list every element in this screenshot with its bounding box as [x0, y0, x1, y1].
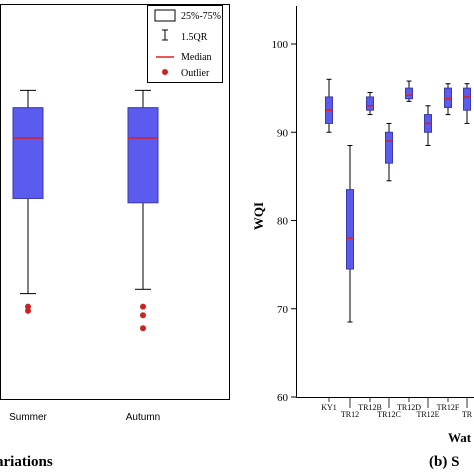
y-tick-label-0: 60 [277, 392, 289, 404]
y-axis-label: WQI [251, 202, 266, 230]
box-right-1 [346, 189, 354, 270]
y-tick-label-2: 80 [277, 216, 289, 228]
box-right-6 [444, 87, 452, 109]
box-right-7 [463, 87, 471, 111]
outlier-left-1-1 [140, 312, 146, 319]
legend-whisker-label: 1.5QR [181, 32, 208, 43]
right-axes [296, 6, 474, 398]
x-tick-label-right-1: TR12 [341, 410, 359, 419]
box-left-0 [12, 107, 44, 199]
left-panel-caption: ariations [0, 454, 53, 470]
y-tick-label-3: 90 [277, 127, 289, 139]
outlier-left-1-2 [140, 325, 146, 332]
y-tick-label-4: 100 [272, 39, 289, 51]
outlier-left-1-0 [140, 303, 146, 310]
box-right-2 [366, 96, 374, 111]
legend-outlier-symbol [162, 69, 168, 75]
legend-whisker-symbol [162, 29, 168, 41]
legend-outlier-label: Outlier [181, 68, 210, 79]
x-tick-label-right-5: TR12E [416, 410, 439, 419]
x-tick-label-right-0: KY1 [321, 403, 337, 412]
legend-median-label: Median [181, 52, 212, 63]
outlier-left-0-0 [25, 303, 31, 310]
left-plot-frame [0, 4, 230, 400]
right-panel-caption: (b) S [429, 454, 459, 470]
legend-box-symbol [154, 9, 176, 22]
y-tick-label-1: 70 [277, 304, 289, 316]
x-tick-label-left-1: Autumn [126, 412, 160, 423]
legend-box-label: 25%-75% [181, 11, 221, 22]
box-right-3 [385, 131, 393, 164]
x-tick-label-right-6: TR12F [437, 403, 460, 412]
legend: 25%-75% 1.5QR Median Outlier [147, 5, 223, 83]
x-axis-label: Wat [448, 430, 472, 445]
box-left-1 [127, 107, 159, 204]
x-tick-label-left-0: Summer [9, 412, 47, 423]
left-plot: Summer Autumn [9, 89, 160, 423]
right-plot: 60708090100KY1TR12TR12BTR12CTR12DTR12ETR… [272, 39, 473, 419]
x-tick-label-right-3: TR12C [377, 410, 401, 419]
x-tick-label-right-7: TR [462, 410, 473, 419]
outlier-left-0-1 [25, 307, 31, 314]
box-right-4 [405, 87, 413, 100]
x-tick-label-right-4: TR12D [397, 403, 421, 412]
x-tick-label-right-2: TR12B [358, 403, 382, 412]
